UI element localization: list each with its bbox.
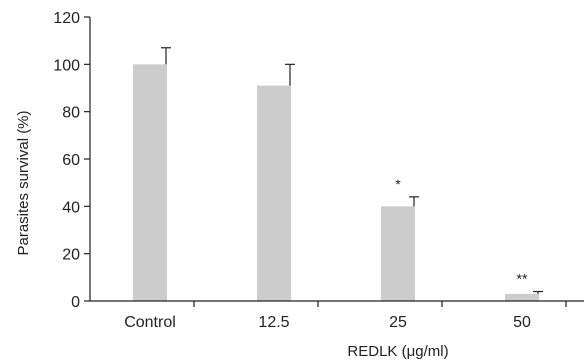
x-axis-label: REDLK (μg/ml) [347, 343, 448, 360]
y-tick-label-120: 120 [53, 10, 80, 27]
plot-area: Control 12.5 * 25 ** 50 0 20 40 60 80 100 120 [53, 10, 584, 331]
y-tick-label-60: 60 [62, 152, 80, 169]
bar-3 [381, 206, 415, 301]
x-tick-label-4: 50 [513, 314, 531, 331]
y-tick-label-0: 0 [71, 294, 80, 311]
x-tick-label-3: 25 [389, 314, 407, 331]
y-tick-label-100: 100 [53, 57, 80, 74]
y-tick-label-40: 40 [62, 199, 80, 216]
bar-2 [257, 85, 291, 301]
bar-1 [133, 64, 167, 301]
y-axis-label: Parasites survival (%) [15, 110, 32, 255]
bar-4 [505, 293, 539, 301]
x-tick-label-1: Control [124, 314, 176, 331]
y-tick-label-20: 20 [62, 247, 80, 264]
significance-label-4: ** [517, 271, 528, 287]
y-tick-label-80: 80 [62, 105, 80, 122]
x-tick-label-2: 12.5 [258, 314, 289, 331]
significance-label-3: * [395, 176, 401, 192]
